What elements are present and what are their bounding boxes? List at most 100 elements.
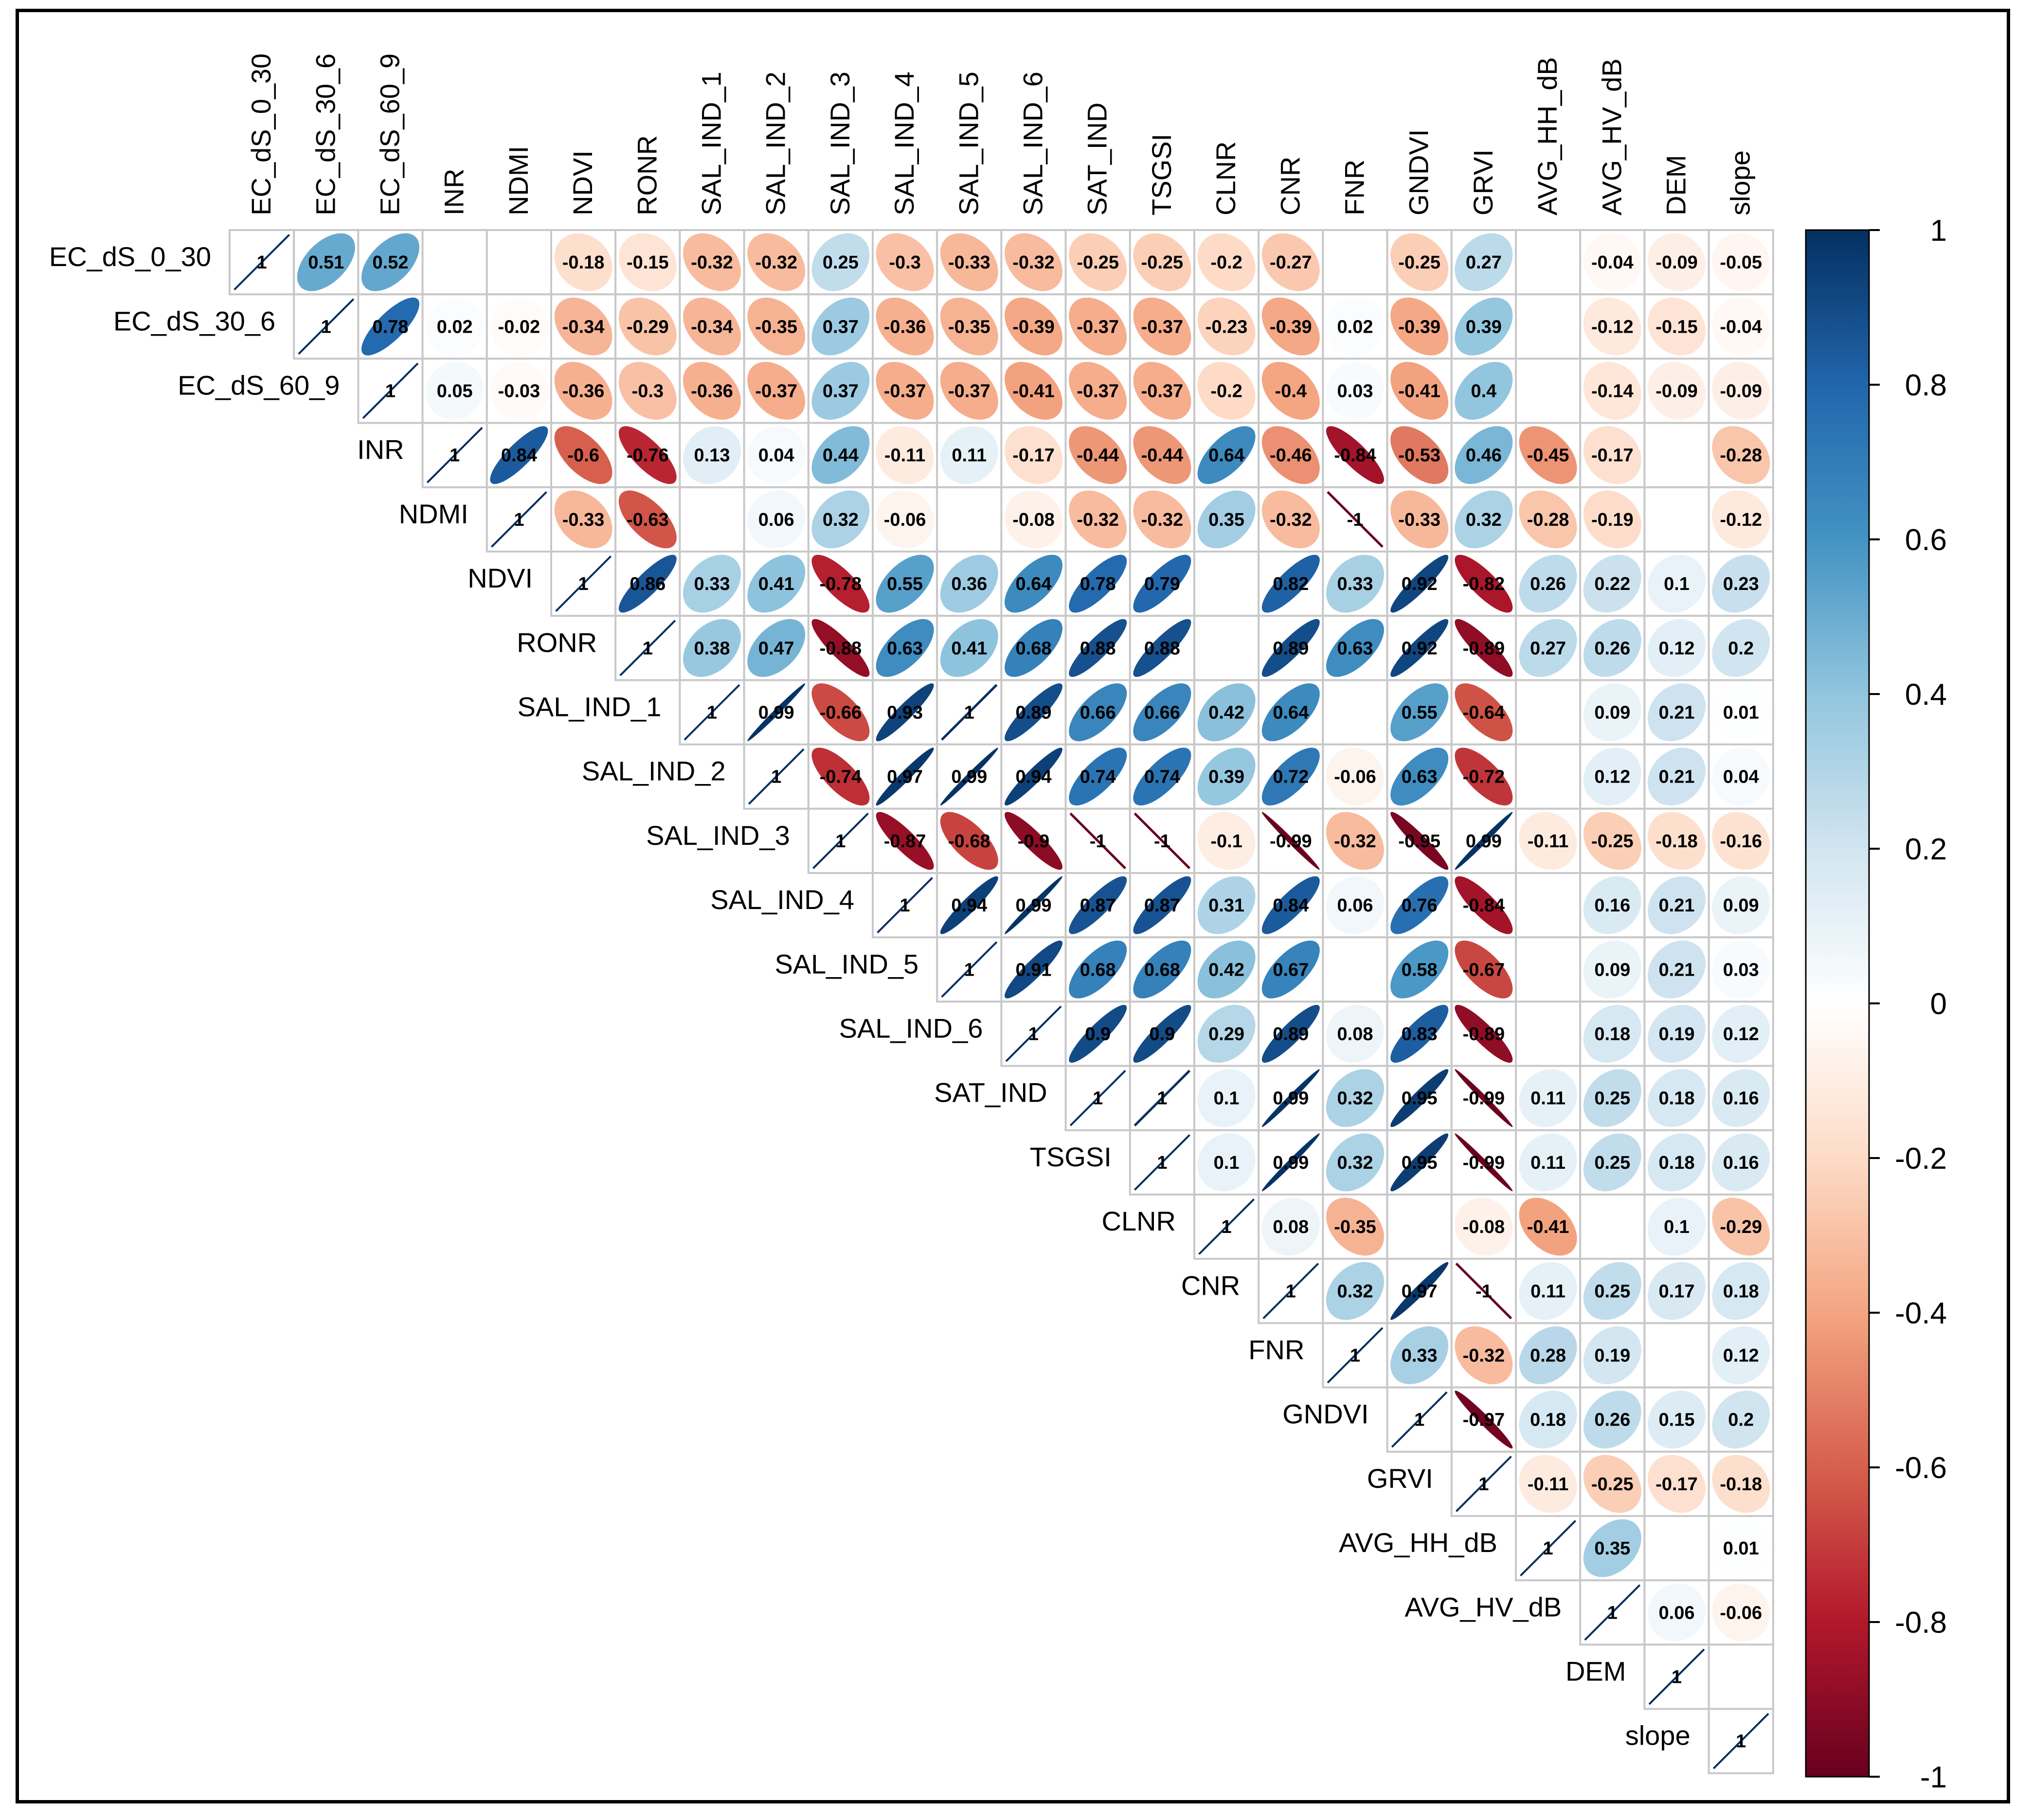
correlation-ellipse [940, 748, 998, 806]
correlation-value: 0.27 [1530, 638, 1566, 659]
correlation-ellipse [811, 426, 870, 484]
correlation-value: -0.37 [948, 381, 990, 402]
correlation-ellipse [1261, 812, 1320, 870]
correlation-value: 0.02 [437, 317, 473, 337]
diagonal-line [684, 684, 740, 741]
correlation-ellipse [1519, 1069, 1577, 1127]
correlation-value: -0.34 [562, 317, 605, 337]
correlation-value: 0.32 [1337, 1088, 1373, 1109]
correlation-ellipse [1583, 1455, 1641, 1513]
correlation-value: 0.2 [1728, 638, 1754, 659]
grid-cell [1515, 1000, 1582, 1067]
correlation-value: -0.35 [1334, 1217, 1376, 1237]
correlation-ellipse [1069, 362, 1127, 420]
correlation-value: 0.11 [952, 446, 987, 466]
grid-cell [1322, 936, 1388, 1003]
diagonal-line [1133, 1134, 1190, 1191]
correlation-ellipse [811, 748, 870, 806]
correlation-ellipse [1390, 1326, 1449, 1384]
column-label: NDVI [567, 150, 598, 215]
correlation-value: 0.21 [1659, 960, 1695, 980]
correlation-value: 0.33 [1337, 574, 1373, 594]
correlation-value: -0.2 [1210, 381, 1242, 402]
correlation-value: 0.29 [1208, 1024, 1244, 1045]
correlation-ellipse [1583, 362, 1641, 420]
correlation-value: 0.83 [1402, 1024, 1438, 1045]
correlation-line [1069, 812, 1126, 870]
correlation-value: 0.88 [1080, 638, 1116, 659]
row-label: CLNR [1102, 1206, 1176, 1236]
correlation-ellipse [1390, 1262, 1449, 1320]
correlation-value: -0.97 [1463, 1410, 1505, 1430]
row-label: SAL_IND_3 [646, 820, 790, 851]
correlation-ellipse [1712, 362, 1770, 420]
correlation-value: 0.92 [1402, 638, 1438, 659]
correlation-ellipse [1519, 554, 1577, 613]
correlation-ellipse [1069, 748, 1127, 806]
correlation-ellipse [1519, 619, 1577, 677]
correlation-ellipse [876, 554, 934, 613]
correlation-ellipse [1648, 619, 1706, 677]
correlation-ellipse [1005, 426, 1062, 484]
column-label: EC_dS_60_9 [375, 54, 405, 215]
correlation-value: 0.42 [1208, 960, 1244, 980]
correlation-value: -0.06 [1334, 767, 1376, 787]
correlation-value: 0.09 [1594, 960, 1630, 980]
diagonal-line [490, 491, 547, 548]
correlation-value: -0.11 [1528, 1474, 1569, 1495]
correlation-value: 0.64 [1273, 703, 1309, 723]
correlation-value: 0.26 [1594, 638, 1630, 659]
correlation-value: 1 [578, 574, 589, 594]
correlation-ellipse [1005, 619, 1062, 677]
correlation-ellipse [1197, 940, 1256, 999]
correlation-value: 0.41 [951, 638, 987, 659]
correlation-ellipse [1133, 233, 1191, 291]
column-label: SAL_IND_1 [696, 71, 727, 215]
correlation-value: -0.39 [1012, 317, 1055, 337]
correlation-value: -0.34 [691, 317, 733, 337]
correlation-value: 1 [1672, 1667, 1682, 1688]
correlation-value: -0.28 [1527, 510, 1569, 530]
correlation-value: 1 [900, 895, 910, 916]
correlation-value: 0.04 [1723, 767, 1759, 787]
correlation-ellipse [1326, 876, 1384, 934]
correlation-ellipse [1005, 748, 1062, 806]
correlation-ellipse [1712, 812, 1770, 870]
grid-cell [1322, 229, 1388, 296]
correlation-ellipse [1712, 426, 1770, 484]
correlation-ellipse [1583, 297, 1641, 356]
correlation-value: 0.04 [758, 446, 794, 466]
correlation-value: 0.16 [1594, 895, 1630, 916]
column-label: NDMI [503, 146, 534, 215]
correlation-ellipse [1261, 362, 1320, 420]
correlation-ellipse [1133, 426, 1191, 484]
correlation-ellipse [1261, 1133, 1320, 1192]
correlation-value: -0.72 [1463, 767, 1505, 787]
correlation-ellipse [1712, 1326, 1770, 1384]
colorbar-tick-label: -0.4 [1895, 1297, 1947, 1330]
diagonal-line [877, 877, 934, 934]
correlation-value: -0.88 [820, 638, 862, 659]
correlation-line [1133, 812, 1191, 870]
correlation-ellipse [1648, 1583, 1706, 1642]
correlation-ellipse [1326, 812, 1384, 870]
correlation-value: 0.64 [1208, 446, 1244, 466]
column-label: slope [1725, 150, 1756, 215]
diagonal-line [812, 812, 869, 869]
correlation-ellipse [747, 683, 806, 741]
correlation-ellipse [1519, 1262, 1577, 1320]
correlation-value: -0.23 [1205, 317, 1248, 337]
correlation-value: 0.33 [694, 574, 730, 594]
correlation-value: 1 [1028, 1024, 1039, 1045]
correlation-ellipse [876, 619, 934, 677]
diagonal-line [298, 298, 355, 355]
correlation-ellipse [811, 490, 870, 549]
correlation-value: -0.32 [1463, 1346, 1505, 1366]
correlation-ellipse [618, 426, 677, 484]
correlation-ellipse [876, 812, 934, 870]
grid-cell [421, 229, 488, 296]
correlation-ellipse [1005, 876, 1062, 934]
correlation-value: -0.68 [948, 831, 990, 852]
correlation-ellipse [683, 362, 741, 420]
row-label: AVG_HV_dB [1405, 1591, 1562, 1622]
